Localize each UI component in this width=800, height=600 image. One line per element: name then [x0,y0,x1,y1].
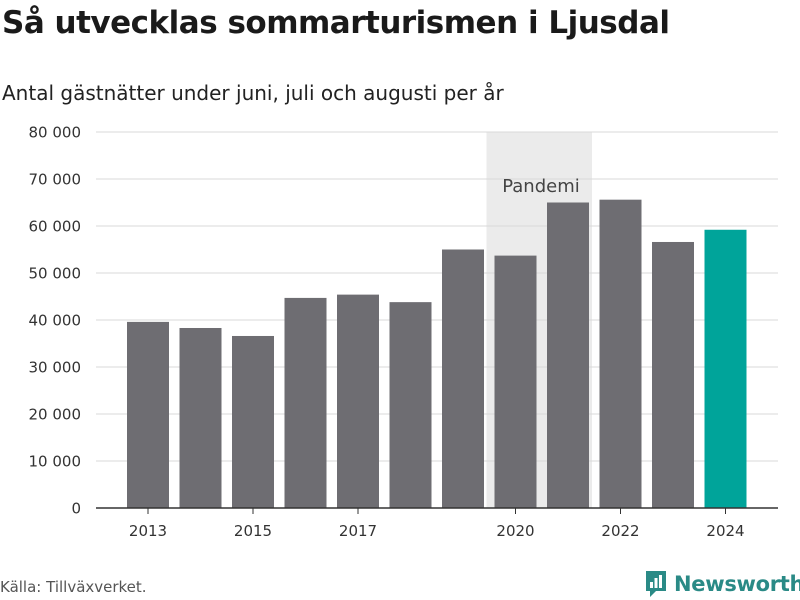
chart-subtitle: Antal gästnätter under juni, juli och au… [2,81,504,105]
y-tick-label: 10 000 [29,453,82,471]
bar [652,241,694,509]
bar [337,294,379,508]
x-tick-label: 2022 [601,522,639,540]
bar [547,202,589,508]
bar [442,249,484,508]
bar [389,302,432,508]
newsworthy-logo-icon [646,571,666,597]
y-tick-label: 80 000 [29,124,82,142]
bar [599,199,642,508]
y-tick-label: 50 000 [29,265,82,283]
y-tick-label: 60 000 [29,218,82,236]
bar [179,327,222,508]
x-tick-label: 2013 [129,522,167,540]
bar [284,297,327,508]
bar [127,321,169,508]
x-tick-label: 2017 [339,522,377,540]
bar [232,335,274,508]
x-tick-label: 2024 [706,522,744,540]
pandemic-label: Pandemi [502,176,580,197]
brand-name: Newsworthy [674,572,800,596]
brand-logo: Newsworthy [644,569,800,599]
y-tick-label: 70 000 [29,171,82,189]
bar-highlight [704,229,747,508]
chart-title: Så utvecklas sommarturismen i Ljusdal [2,5,670,41]
y-tick-label: 40 000 [29,312,82,330]
y-tick-label: 0 [71,500,81,518]
bar [494,255,537,508]
x-tick-label: 2020 [496,522,534,540]
source-note: Källa: Tillväxverket. [0,578,147,596]
y-tick-label: 30 000 [29,359,82,377]
x-tick-label: 2015 [234,522,272,540]
y-tick-label: 20 000 [29,406,82,424]
